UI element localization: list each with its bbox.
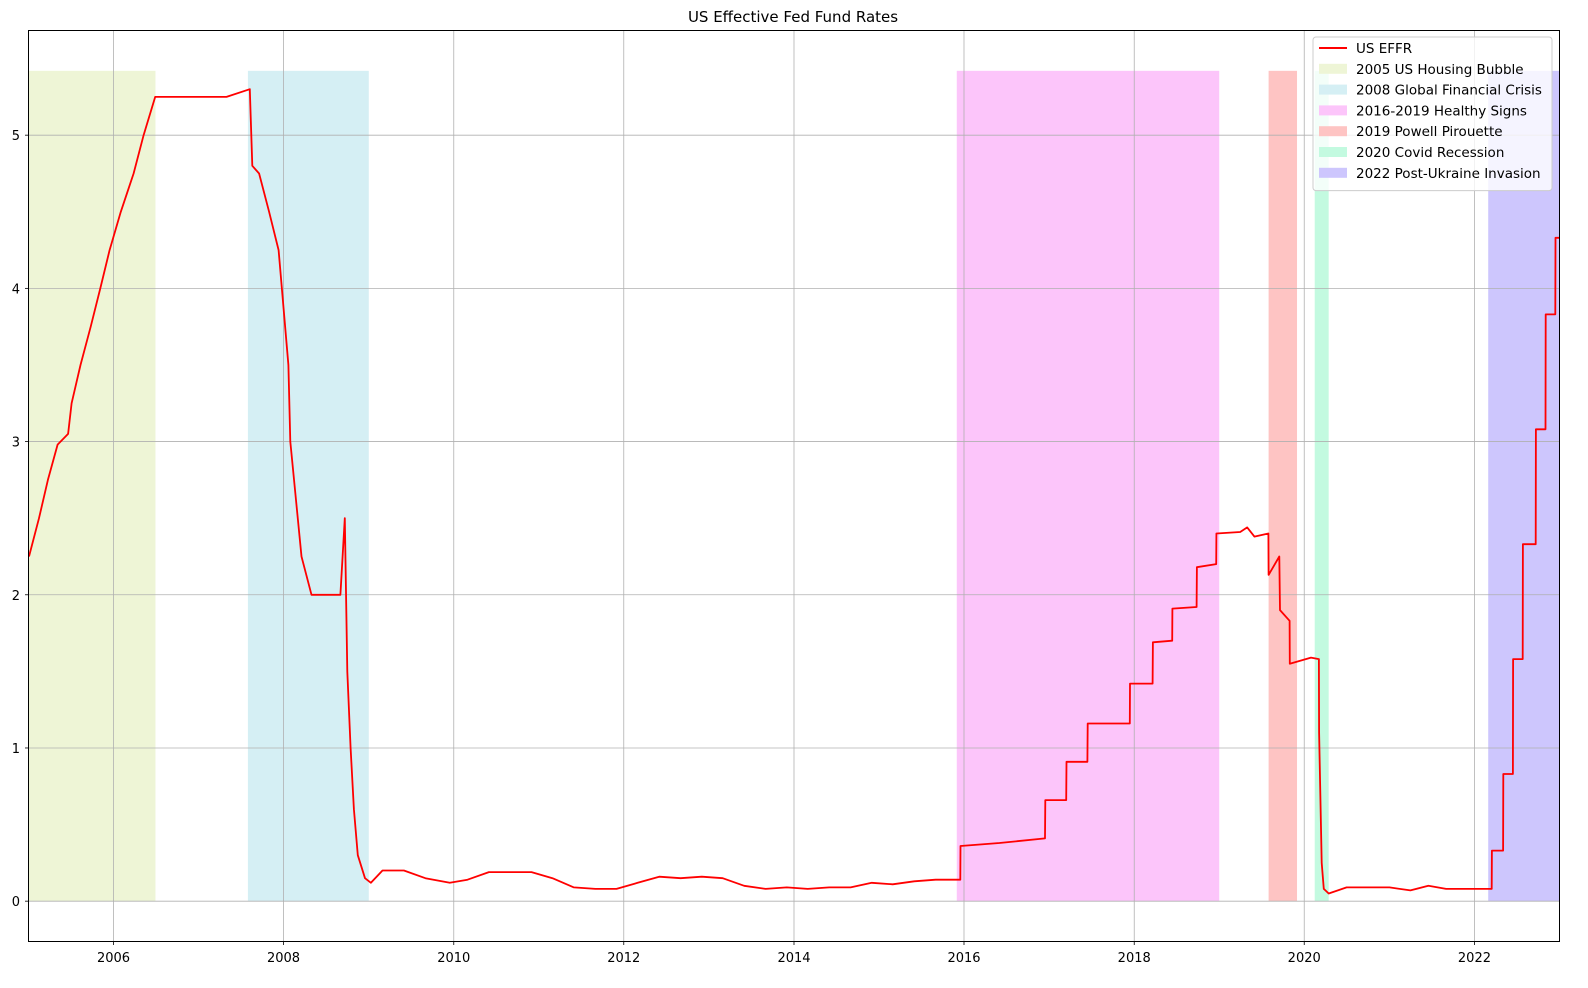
x-tick-label: 2008 xyxy=(267,951,300,966)
y-tick-label: 3 xyxy=(12,436,20,451)
series-line-us-effr xyxy=(28,88,1559,895)
legend-label: 2019 Powell Pirouette xyxy=(1356,124,1503,140)
shade-2020-covid-recession xyxy=(1314,70,1329,902)
legend-patch-swatch xyxy=(1319,84,1347,95)
x-tick-label: 2018 xyxy=(1118,951,1151,966)
y-tick-label: 1 xyxy=(12,742,20,757)
y-tick-label: 5 xyxy=(12,129,20,144)
legend-label: 2022 Post-Ukraine Invasion xyxy=(1356,166,1541,182)
legend-patch-swatch xyxy=(1319,63,1347,74)
legend-item-2005-us-housing-bubble: 2005 US Housing Bubble xyxy=(1319,62,1524,78)
series-layer xyxy=(28,88,1559,895)
chart-title: US Effective Fed Fund Rates xyxy=(688,8,898,26)
legend-patch-swatch xyxy=(1319,167,1347,178)
shaded-periods xyxy=(29,70,1559,902)
legend-patch-swatch xyxy=(1319,147,1347,157)
legend-box xyxy=(1312,36,1553,192)
x-tick-label: 2022 xyxy=(1458,951,1491,966)
y-tick-label: 4 xyxy=(12,282,20,297)
x-tick-label: 2010 xyxy=(437,951,470,966)
x-tick-label: 2014 xyxy=(777,951,810,966)
legend-item-2016-2019-healthy-signs: 2016-2019 Healthy Signs xyxy=(1319,103,1527,119)
legend-label: 2005 US Housing Bubble xyxy=(1356,62,1524,78)
legend: US EFFR 2005 US Housing Bubble 2008 Global… xyxy=(1312,36,1553,192)
x-tick-label: 2016 xyxy=(947,951,980,966)
shade-2005-us-housing-bubble xyxy=(29,70,156,902)
shade-2008-global-financial-crisis xyxy=(247,70,369,902)
legend-item-2008-global-financial-crisis: 2008 Global Financial Crisis xyxy=(1319,83,1542,99)
legend-item-2020-covid-recession: 2020 Covid Recession xyxy=(1319,145,1504,161)
y-tick-label: 0 xyxy=(12,895,20,910)
legend-label: 2020 Covid Recession xyxy=(1356,145,1504,161)
legend-patch-swatch xyxy=(1319,105,1347,116)
legend-patch-swatch xyxy=(1319,126,1347,137)
legend-label: 2016-2019 Healthy Signs xyxy=(1356,103,1527,119)
x-tick-label: 2012 xyxy=(607,951,640,966)
shade-2022-post-ukraine-invasion xyxy=(1488,70,1559,902)
shade-2016-2019-healthy-signs xyxy=(956,70,1220,902)
x-tick-label: 2006 xyxy=(97,951,130,966)
y-tick-label: 2 xyxy=(12,589,20,604)
axis-ticks: 2006 2008 2010 2012 2014 2016 2018 2020 2022 0 1 2 3… xyxy=(12,129,1491,966)
x-tick-label: 2020 xyxy=(1288,951,1321,966)
legend-label: 2008 Global Financial Crisis xyxy=(1356,83,1542,99)
shade-2019-powell-pirouette xyxy=(1268,70,1298,902)
legend-item-2019-powell-pirouette: 2019 Powell Pirouette xyxy=(1319,124,1503,140)
legend-label: US EFFR xyxy=(1356,41,1412,57)
grid xyxy=(29,31,1559,941)
legend-item-us-effr: US EFFR xyxy=(1319,41,1412,57)
legend-item-2022-post-ukraine-invasion: 2022 Post-Ukraine Invasion xyxy=(1319,166,1541,182)
